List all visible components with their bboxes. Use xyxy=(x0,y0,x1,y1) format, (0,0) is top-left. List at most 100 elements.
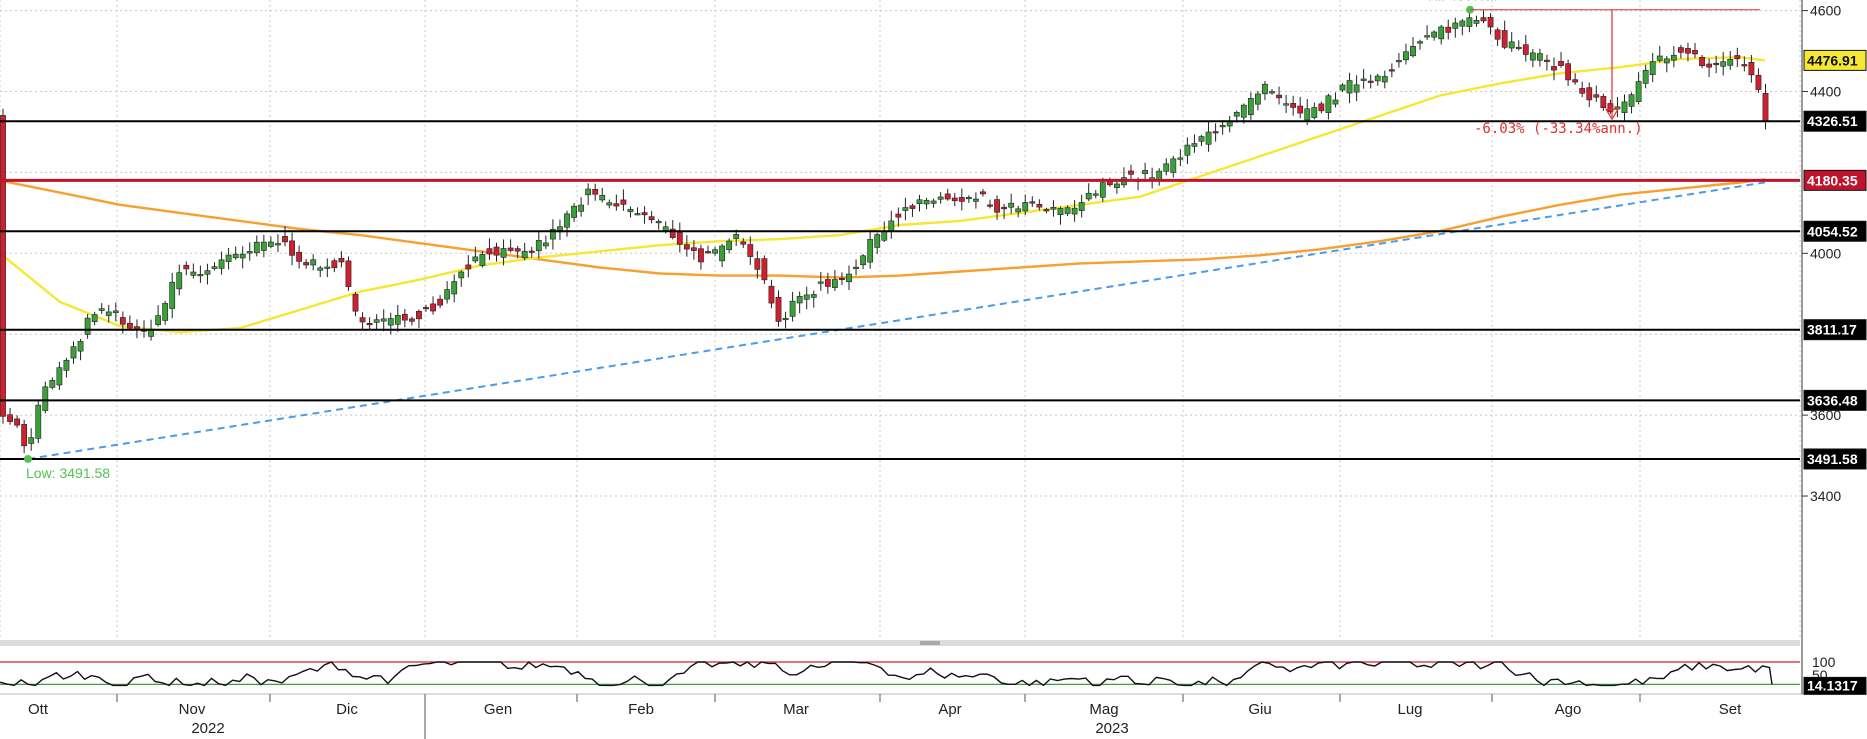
level-tag-bg xyxy=(1803,110,1867,132)
candle-down xyxy=(592,189,599,195)
candle-down xyxy=(648,216,655,221)
candle-down xyxy=(1276,94,1282,99)
candle-up xyxy=(796,295,803,304)
candle-up xyxy=(902,207,909,211)
candle-up xyxy=(1410,46,1416,57)
candle-up xyxy=(1198,136,1205,142)
price-tick-label: 4000 xyxy=(1810,245,1841,261)
candle-up xyxy=(662,226,669,232)
level-tag: 4180.35 xyxy=(1807,172,1858,188)
candle-up xyxy=(888,220,895,232)
candle-up xyxy=(1417,41,1423,44)
candle-down xyxy=(980,191,986,195)
candle-down xyxy=(514,248,521,252)
candle-down xyxy=(994,199,1000,213)
candle-up xyxy=(1360,78,1367,81)
candle-down xyxy=(401,313,408,321)
candle-up xyxy=(1353,84,1360,93)
candle-down xyxy=(1565,63,1571,81)
time-axis: Ott Nov Dic Gen Feb Mar Apr Mag Giu Lug Ago Set 2022… xyxy=(28,694,1742,739)
candle-up xyxy=(211,266,218,269)
candle-down xyxy=(1367,80,1374,83)
candle-up xyxy=(1262,83,1268,95)
candle-up xyxy=(218,259,225,269)
candle-up xyxy=(1099,182,1106,198)
candle-up xyxy=(1219,125,1226,128)
moving-averages xyxy=(0,55,1766,460)
candle-up xyxy=(810,294,817,298)
candle-down xyxy=(423,307,429,310)
candle-up xyxy=(1050,207,1057,210)
candle-down xyxy=(352,293,359,312)
price-axis: 3400 3600 4000 4400 4600 4476.91 4326.51 4180.3… xyxy=(1801,0,1867,695)
horizontal-levels xyxy=(0,120,1800,460)
candle-down xyxy=(683,244,690,250)
candle-down xyxy=(909,205,916,209)
candle-down xyxy=(1572,79,1579,83)
candle-up xyxy=(542,242,549,247)
candle-up xyxy=(155,315,161,325)
osc-tick-label: 100 xyxy=(1812,654,1836,670)
candle-up xyxy=(1142,170,1148,174)
candle-up xyxy=(42,386,49,411)
month-label: Set xyxy=(1719,701,1742,718)
candle-up xyxy=(479,254,486,266)
candle-down xyxy=(1029,201,1036,204)
candle-up xyxy=(549,228,556,240)
candle-up xyxy=(1325,95,1332,113)
candle-up xyxy=(1346,80,1353,94)
candle-up xyxy=(1727,58,1734,66)
candle-down xyxy=(119,317,126,325)
candle-up xyxy=(1628,94,1635,107)
candle-down xyxy=(1388,69,1395,72)
candle-up xyxy=(831,279,838,288)
candle-up xyxy=(564,213,570,228)
candle-up xyxy=(239,253,246,259)
candle-up xyxy=(521,250,528,259)
plot-background xyxy=(0,0,1800,640)
candle-down xyxy=(698,248,704,263)
candle-up xyxy=(1403,51,1409,61)
candle-up xyxy=(1064,207,1071,214)
candle-up xyxy=(162,303,169,321)
month-label: Mag xyxy=(1089,701,1118,718)
candle-up xyxy=(1240,104,1247,118)
candle-down xyxy=(987,204,993,207)
candle-down xyxy=(951,197,958,202)
candle-up xyxy=(1078,202,1085,211)
candle-up xyxy=(1332,99,1339,105)
candle-up xyxy=(275,243,281,246)
level-tag-bg xyxy=(1803,389,1867,411)
candle-up xyxy=(190,271,197,276)
candle-up xyxy=(874,234,881,248)
candle-up xyxy=(1184,144,1191,156)
month-label: Gen xyxy=(484,701,512,718)
candle-up xyxy=(733,234,740,239)
candle-down xyxy=(1501,30,1508,48)
candle-down xyxy=(359,317,366,323)
candle-up xyxy=(1304,108,1311,121)
level-tag: 3491.58 xyxy=(1807,451,1858,467)
candle-down xyxy=(761,258,768,281)
candle-up xyxy=(267,241,274,247)
candle-down xyxy=(1487,17,1494,28)
candle-up xyxy=(655,221,662,224)
candle-up xyxy=(853,266,859,269)
candle-down xyxy=(944,193,951,200)
candle-up xyxy=(1255,93,1261,105)
candle-up xyxy=(260,241,267,251)
candle-up xyxy=(923,199,930,205)
candle-up xyxy=(782,317,789,321)
candle-up xyxy=(789,300,796,317)
level-tag-bg xyxy=(1803,220,1867,242)
candle-up xyxy=(373,319,380,323)
candle-down xyxy=(824,279,831,287)
level-tag: 3811.17 xyxy=(1807,322,1857,338)
candle-up xyxy=(1057,208,1064,215)
candle-up xyxy=(1114,183,1120,188)
candle-up xyxy=(860,255,866,266)
candle-up xyxy=(1381,76,1388,83)
candle-down xyxy=(754,258,761,270)
candle-up xyxy=(105,311,112,316)
candle-up xyxy=(606,202,613,206)
